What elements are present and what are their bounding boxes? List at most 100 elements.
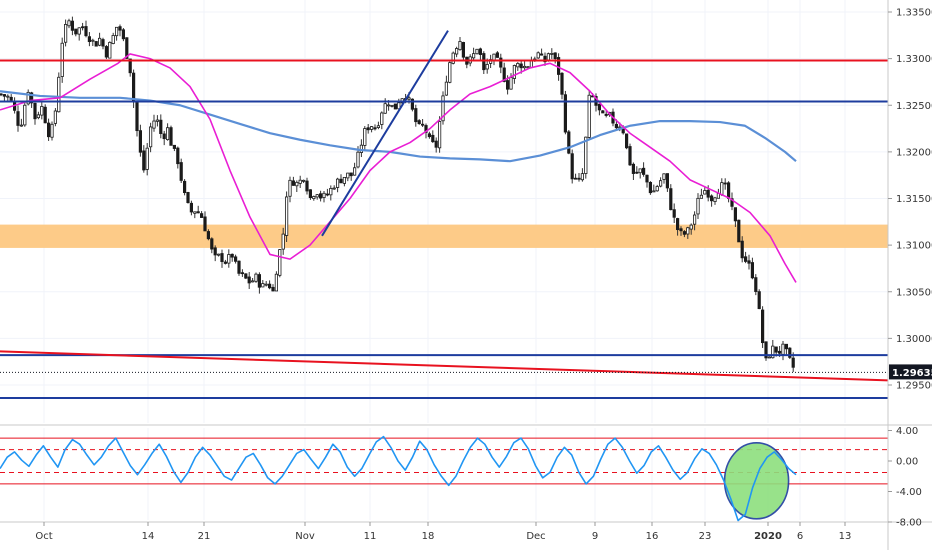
- candle-body: [448, 62, 452, 83]
- candle-body: [199, 213, 204, 218]
- candle-body: [36, 114, 41, 119]
- candle-body: [723, 182, 727, 185]
- oscillator-line[interactable]: [0, 435, 797, 522]
- candle-body: [693, 214, 697, 225]
- candle-body: [121, 29, 125, 40]
- candle-body: [186, 192, 190, 203]
- oscillator-panel[interactable]: [0, 428, 888, 522]
- candle-body: [332, 187, 336, 190]
- candle-body: [665, 173, 670, 189]
- candle-body: [638, 168, 642, 174]
- candle-body: [625, 133, 629, 149]
- candle-body: [431, 134, 435, 143]
- candle-body: [427, 133, 432, 138]
- candle-body: [47, 122, 51, 138]
- support-zone[interactable]: [0, 224, 888, 248]
- candle-body: [19, 124, 24, 127]
- candle-body: [614, 123, 619, 129]
- candle-body: [733, 207, 738, 222]
- y-tick-label: 1.30500: [896, 287, 932, 298]
- candle-body: [720, 182, 724, 196]
- candle-body: [247, 276, 251, 284]
- trendline[interactable]: [0, 350, 889, 382]
- candle-body: [553, 52, 557, 60]
- candle-body: [131, 72, 136, 103]
- candle-body: [750, 262, 755, 279]
- candle-body: [53, 110, 58, 124]
- candle-body: [529, 60, 534, 68]
- candle-body: [727, 182, 731, 199]
- candle-body: [454, 48, 459, 55]
- candle-body: [771, 345, 775, 359]
- candle-body: [94, 41, 98, 47]
- candle-body: [713, 197, 717, 202]
- y-tick-label: 1.29500: [896, 381, 932, 392]
- candle-body: [458, 41, 462, 51]
- candle-body: [281, 233, 285, 250]
- candle-body: [50, 123, 54, 138]
- candle-body: [40, 106, 44, 116]
- last-price-label: 1.29635: [892, 368, 932, 379]
- candle-body: [182, 180, 187, 194]
- candle-body: [597, 103, 602, 111]
- candle-body: [84, 26, 88, 37]
- candle-body: [699, 194, 704, 199]
- candle-body: [135, 101, 139, 132]
- candle-body: [397, 102, 401, 110]
- candle-body: [118, 26, 122, 31]
- candle-body: [254, 273, 258, 282]
- candle-body: [274, 273, 279, 292]
- candle-body: [339, 178, 343, 184]
- candle-body: [642, 167, 646, 175]
- candle-body: [111, 35, 115, 44]
- candle-body: [87, 36, 91, 43]
- candle-body: [631, 163, 636, 174]
- candle-body: [570, 153, 574, 180]
- candle-body: [393, 103, 398, 110]
- candle-body: [196, 211, 200, 214]
- last-price-tag: [889, 364, 932, 380]
- trendline[interactable]: [321, 30, 449, 237]
- candle-body: [441, 95, 445, 122]
- moving-average-slow[interactable]: [0, 90, 797, 163]
- candle-body: [230, 253, 234, 258]
- candle-body: [417, 120, 421, 125]
- candle-body: [601, 110, 605, 114]
- candle-body: [788, 347, 792, 358]
- candle-body: [774, 346, 778, 353]
- candle-body: [172, 144, 176, 149]
- candle-body: [655, 186, 659, 192]
- candle-body: [359, 144, 364, 153]
- price-panel[interactable]: [0, 0, 889, 423]
- candle-body: [288, 179, 292, 197]
- candle-body: [516, 63, 520, 68]
- candle-body: [2, 94, 7, 97]
- osc-tick-label: 0.00: [896, 457, 918, 468]
- y-tick-label: 1.31500: [896, 194, 932, 205]
- candle-body: [628, 146, 632, 166]
- candle-body: [390, 104, 394, 107]
- candle-body: [761, 309, 765, 344]
- candle-body: [499, 57, 503, 68]
- candle-body: [16, 111, 20, 126]
- candle-body: [730, 198, 734, 207]
- candle-body: [148, 126, 153, 148]
- candle-body: [747, 260, 751, 264]
- candle-body: [128, 58, 132, 74]
- candle-body: [138, 130, 142, 153]
- candle-body: [305, 180, 309, 192]
- candle-body: [169, 127, 173, 146]
- candle-body: [574, 177, 578, 180]
- moving-average-fast[interactable]: [0, 53, 797, 283]
- candle-body: [366, 127, 370, 131]
- candle-body: [312, 196, 316, 200]
- candle-body: [471, 53, 476, 59]
- candle-body: [237, 260, 241, 274]
- candle-body: [587, 94, 591, 138]
- candle-body: [740, 240, 744, 259]
- candle-body: [70, 20, 74, 31]
- candle-body: [162, 133, 166, 140]
- x-tick-label: 13: [839, 531, 852, 542]
